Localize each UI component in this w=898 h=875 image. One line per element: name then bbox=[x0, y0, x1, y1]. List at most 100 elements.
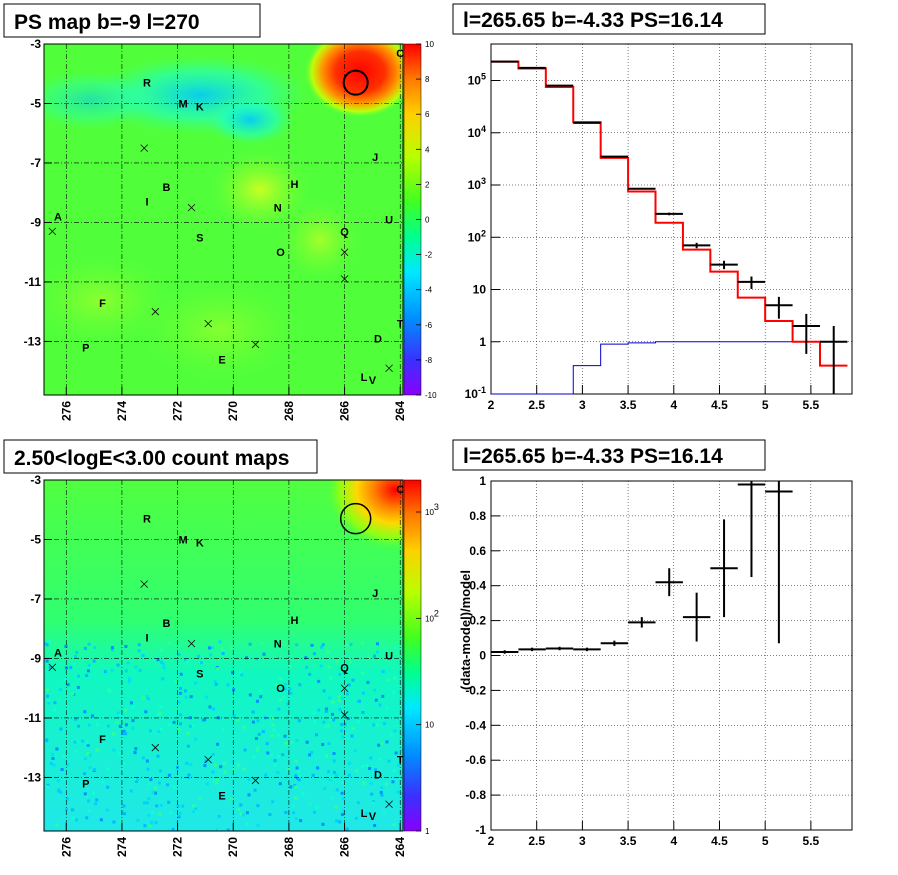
ps-map-crosses bbox=[48, 144, 393, 373]
x-tick-label: 3 bbox=[579, 834, 586, 848]
source-label: J bbox=[372, 152, 378, 164]
y-tick-label: -0.4 bbox=[465, 718, 486, 732]
count-map-title-box bbox=[3, 439, 318, 474]
cross-marker bbox=[340, 275, 349, 283]
x-tick-label: 3.5 bbox=[620, 834, 637, 848]
source-label: U bbox=[385, 651, 393, 663]
x-tick-label: 266 bbox=[338, 837, 352, 857]
cross-marker bbox=[140, 144, 148, 152]
source-label: M bbox=[179, 534, 188, 546]
x-tick-label: 4.5 bbox=[711, 834, 728, 848]
residuals-grid bbox=[490, 480, 852, 831]
y-tick-label: -0.8 bbox=[465, 788, 486, 802]
ps-map-x-ticks: 276 274 272 270 268 266 264 bbox=[59, 387, 407, 421]
cross-marker bbox=[340, 711, 349, 719]
x-tick-label: 2.5 bbox=[528, 834, 545, 848]
cross-marker bbox=[48, 227, 57, 236]
y-tick-label: 0.8 bbox=[469, 509, 486, 523]
ps-map-y-ticks: -3 -5 -7 -9 -11 -13 bbox=[24, 37, 52, 348]
x-tick-label: 276 bbox=[59, 837, 73, 857]
cross-marker bbox=[140, 580, 148, 588]
count-map-frame bbox=[43, 479, 404, 832]
count-map-image bbox=[44, 480, 403, 831]
colorbar-tick-label: 6 bbox=[425, 110, 430, 119]
source-label: J bbox=[372, 588, 378, 600]
source-label: A bbox=[54, 648, 62, 660]
colorbar-tick-label: -4 bbox=[425, 286, 433, 295]
count-map-colorbar bbox=[403, 479, 422, 832]
y-tick-label: -13 bbox=[24, 334, 42, 348]
colorbar-tick-label: 1 bbox=[425, 827, 430, 836]
y-tick-label: -0.6 bbox=[465, 753, 486, 767]
cross-marker bbox=[151, 743, 160, 752]
source-label: N bbox=[274, 639, 282, 651]
cross-marker bbox=[151, 307, 160, 316]
colorbar-tick-label: 8 bbox=[425, 75, 430, 84]
source-label: K bbox=[196, 537, 204, 549]
panel-spectrum: l=265.65 b=-4.33 PS=16.14 2 2.5 3 3.5 4 4.5 5 5… bbox=[452, 3, 853, 412]
cross-marker bbox=[204, 319, 212, 328]
count-map-y-ticks: -3 -5 -7 -9 -11 -13 bbox=[24, 473, 52, 784]
colorbar-tick-label: 2 bbox=[425, 180, 430, 189]
spectrum-series-blue-line bbox=[491, 341, 848, 395]
y-tick-label: 102 bbox=[468, 228, 486, 244]
source-label: N bbox=[274, 203, 282, 215]
y-tick-label: 104 bbox=[468, 124, 486, 140]
source-label: Q bbox=[340, 662, 349, 674]
x-tick-label: 270 bbox=[226, 837, 240, 857]
residuals-x-ticks: 2 2.5 3 3.5 4 4.5 5 5.5 bbox=[488, 821, 820, 848]
x-tick-label: 264 bbox=[393, 837, 407, 857]
y-tick-label: 0.2 bbox=[469, 614, 486, 628]
residuals-y-ticks: 1 0.8 0.6 0.4 0.2 0 -0.2 -0.4 -0.6 -0.8 -1 bbox=[465, 474, 500, 837]
x-tick-label: 3 bbox=[579, 398, 586, 412]
x-tick-label: 276 bbox=[59, 401, 73, 421]
source-label: I bbox=[145, 197, 148, 209]
colorbar-tick-label: 102 bbox=[425, 608, 439, 623]
x-tick-label: 272 bbox=[171, 837, 185, 857]
y-tick-label: 103 bbox=[468, 176, 486, 192]
colorbar-tick-label: 0 bbox=[425, 216, 430, 225]
ps-map-frame bbox=[43, 43, 404, 396]
source-label: E bbox=[218, 354, 225, 366]
x-tick-label: 5.5 bbox=[803, 398, 820, 412]
x-tick-label: 4 bbox=[670, 398, 677, 412]
colorbar-tick-label: -2 bbox=[425, 251, 433, 260]
source-label: U bbox=[385, 215, 393, 227]
count-map-x-ticks: 276 274 272 270 268 266 264 bbox=[59, 823, 407, 857]
y-tick-label: -5 bbox=[30, 532, 41, 546]
x-tick-label: 266 bbox=[338, 401, 352, 421]
x-tick-label: 274 bbox=[115, 401, 129, 421]
source-label: D bbox=[374, 333, 382, 345]
ps-map-target-circle bbox=[342, 69, 369, 96]
cross-marker bbox=[204, 755, 212, 764]
cross-marker bbox=[187, 203, 196, 212]
ps-map-colorbar-ticks: 10 8 6 4 2 0 -2 -4 -6 -8 -10 bbox=[416, 40, 437, 400]
source-label: T bbox=[397, 755, 404, 767]
source-label: S bbox=[196, 232, 203, 244]
source-label: C bbox=[396, 484, 404, 496]
y-tick-label: -11 bbox=[24, 711, 41, 725]
y-tick-label: 1 bbox=[479, 335, 486, 349]
x-tick-label: 274 bbox=[115, 837, 129, 857]
count-map-title: 2.50<logE<3.00 count maps bbox=[14, 447, 289, 470]
x-tick-label: 2 bbox=[488, 834, 495, 848]
ps-map-source-labels: C R M K J B H I N A U Q S O F T D P E L V bbox=[54, 48, 404, 387]
spectrum-title-box bbox=[452, 3, 766, 35]
cross-marker bbox=[385, 364, 393, 373]
x-tick-label: 5 bbox=[762, 398, 769, 412]
x-tick-label: 2 bbox=[488, 398, 495, 412]
colorbar-tick-label: -6 bbox=[425, 321, 433, 330]
x-tick-label: 268 bbox=[282, 837, 296, 857]
source-label: B bbox=[162, 182, 170, 194]
cross-marker bbox=[340, 684, 349, 693]
colorbar-tick-label: 10 bbox=[425, 721, 434, 730]
y-tick-label: -9 bbox=[30, 651, 41, 665]
source-label: B bbox=[162, 618, 170, 630]
y-tick-label: 10 bbox=[473, 283, 487, 297]
cross-marker bbox=[48, 663, 57, 672]
source-label: M bbox=[179, 98, 188, 110]
y-tick-label: 1 bbox=[479, 474, 486, 488]
y-tick-label: -13 bbox=[24, 770, 42, 784]
x-tick-label: 5 bbox=[762, 834, 769, 848]
